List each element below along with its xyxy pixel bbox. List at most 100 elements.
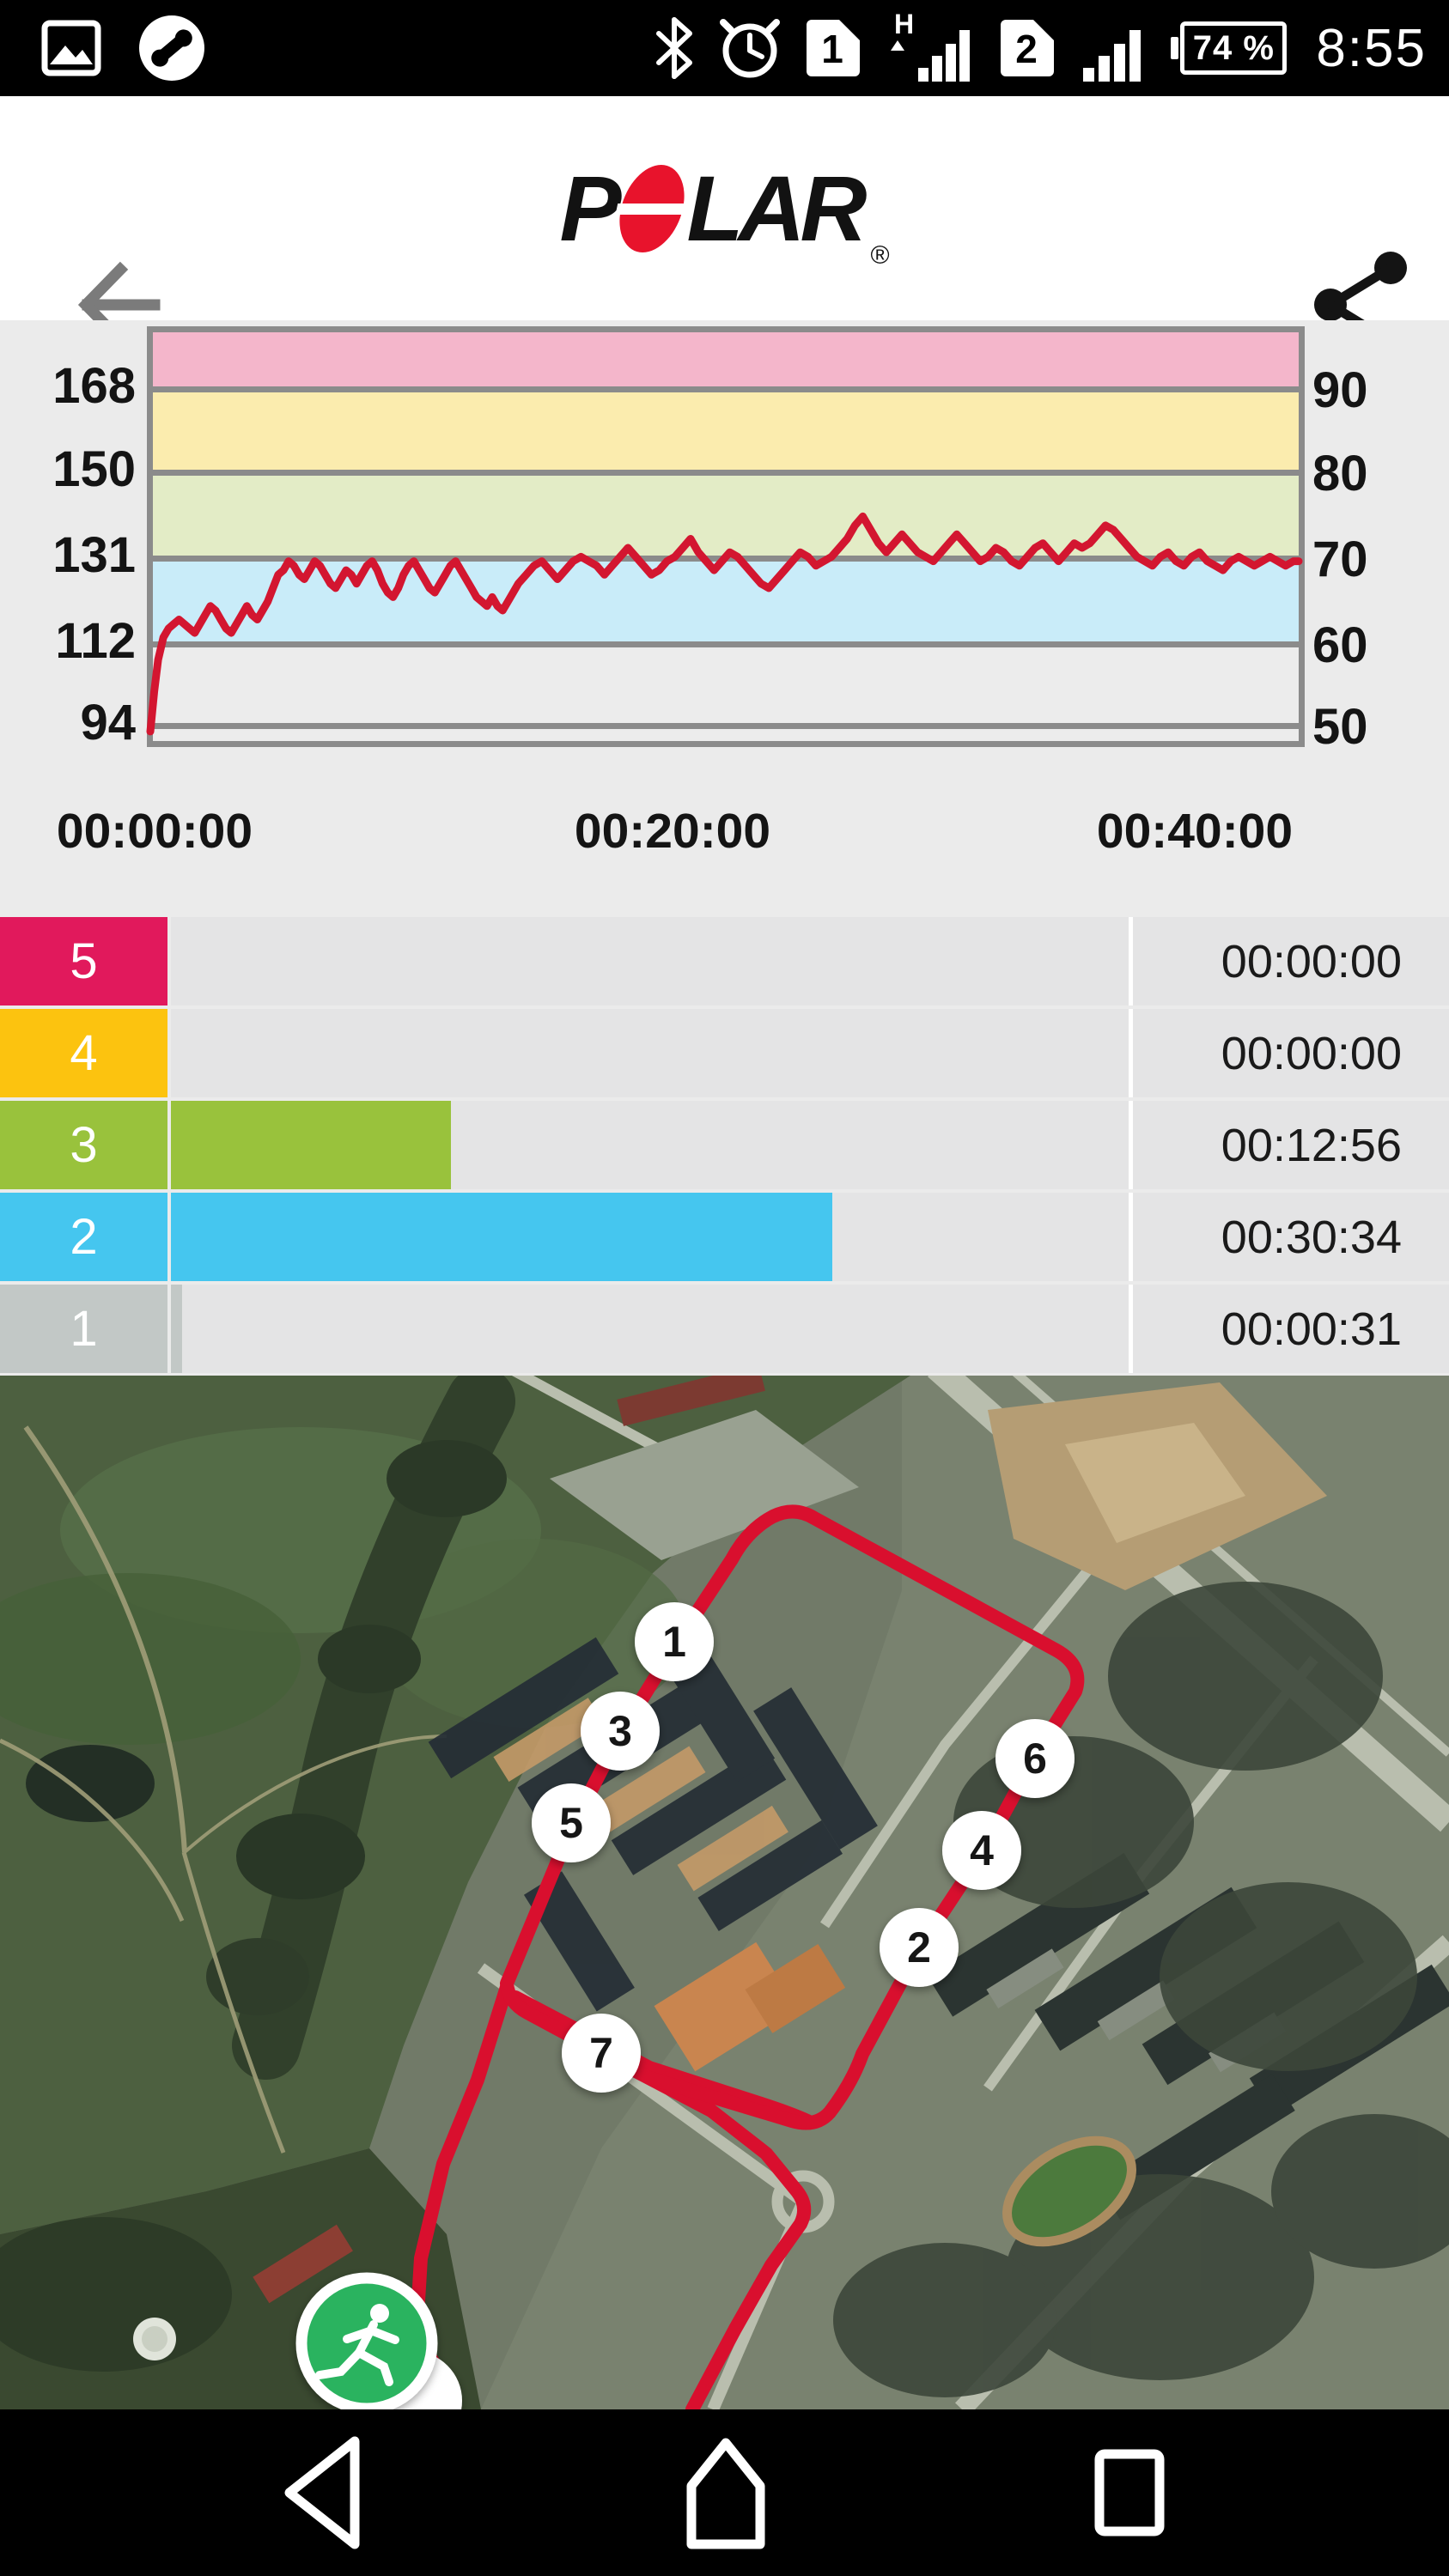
zone-boundary-line — [147, 326, 1305, 332]
hr-chart: 168 150 131 112 94 90 80 70 60 50 00:00:00 00:20:… — [0, 320, 1449, 917]
runner-icon — [315, 2304, 399, 2386]
alarm-icon — [720, 19, 781, 78]
zone-row-1: 1 00:00:31 — [0, 1285, 1449, 1373]
y-axis-percent-label: 90 — [1312, 362, 1368, 418]
plot-right-border — [1299, 326, 1305, 747]
heart-rate-line — [146, 512, 1303, 736]
route-marker-label: 4 — [970, 1826, 994, 1874]
zone-row-5: 5 00:00:00 — [0, 917, 1449, 1005]
status-bar-right: 1 H 2 74 % — [654, 0, 1427, 96]
zone-boundary-line — [147, 386, 1305, 392]
hr-line-plot — [146, 512, 1303, 736]
mobile-signal-icon — [1083, 30, 1142, 82]
route-marker-circle — [995, 1719, 1075, 1798]
y-axis-bpm-label: 94 — [80, 695, 136, 750]
zone-boundary-line — [147, 741, 1305, 747]
status-clock: 8:55 — [1316, 18, 1427, 78]
x-axis-time-label: 00:00:00 — [56, 804, 253, 859]
zone-duration-bar — [171, 1193, 832, 1281]
bluetooth-icon — [656, 17, 693, 79]
below-zone1-strip — [153, 729, 1299, 741]
hr-zones-table: 5 00:00:00 4 00:00:00 3 00:12:56 2 00:30:34 1 00:… — [0, 917, 1449, 1376]
sim2-badge: 2 — [1001, 20, 1055, 76]
hr-zone-band-4 — [153, 392, 1299, 470]
zone-boundary-line — [147, 723, 1305, 729]
zone-row-3: 3 00:12:56 — [0, 1101, 1449, 1189]
zone-number-badge: 5 — [0, 917, 167, 1005]
status-bar-left — [41, 0, 206, 96]
plot-left-border — [147, 326, 153, 747]
zone-time-value: 00:12:56 — [1129, 1101, 1449, 1189]
svg-text:2: 2 — [1016, 27, 1038, 71]
y-axis-bpm-label: 150 — [52, 441, 136, 497]
zone-row-2: 2 00:30:34 — [0, 1193, 1449, 1281]
route-marker-label: 6 — [1023, 1735, 1047, 1783]
registered-mark: ® — [870, 241, 890, 270]
battery-percent: 74 % — [1192, 28, 1275, 67]
zone-number-badge: 2 — [0, 1193, 167, 1281]
battery-nub — [1171, 37, 1179, 59]
y-axis-percent-label: 80 — [1312, 446, 1368, 501]
zone-time-value: 00:30:34 — [1129, 1193, 1449, 1281]
map-satellite-art — [0, 1376, 1449, 2409]
route-marker-label: 5 — [559, 1799, 583, 1847]
y-axis-percent-label: 60 — [1312, 617, 1368, 673]
home-icon — [686, 2438, 765, 2549]
route-marker-circle — [880, 1908, 959, 1987]
back-icon — [284, 2436, 360, 2549]
route-marker-label: 7 — [589, 2029, 613, 2077]
app-bar: P LAR ® — [0, 96, 1449, 358]
hr-zone-band-5 — [153, 332, 1299, 386]
route-marker-label: 1 — [662, 1618, 686, 1666]
sim1-badge: 1 — [807, 20, 861, 76]
route-marker-circle — [532, 1783, 611, 1862]
x-axis-time-label: 00:20:00 — [574, 804, 771, 859]
zone-time-value: 00:00:31 — [1129, 1285, 1449, 1373]
zone-duration-track — [171, 1285, 1129, 1373]
svg-text:1: 1 — [822, 27, 844, 71]
hr-zone-band-1 — [153, 647, 1299, 723]
battery-icon: 74 % — [1171, 21, 1288, 75]
x-axis-time-label: 00:40:00 — [1096, 804, 1294, 859]
y-axis-percent-label: 70 — [1312, 532, 1368, 587]
logo-letter: P — [559, 155, 621, 260]
route-km-markers: 135 64 2 7 — [532, 1602, 1075, 2093]
zone-time-value: 00:00:00 — [1129, 1009, 1449, 1097]
zone-duration-track — [171, 1101, 1129, 1189]
logo-red-o — [612, 164, 693, 252]
polar-logo: P LAR ® — [0, 96, 1449, 320]
nav-recents-button[interactable] — [1065, 2409, 1194, 2576]
zone-duration-bar — [171, 1101, 451, 1189]
status-bar: 1 H 2 74 % — [0, 0, 1449, 96]
route-marker-circle — [581, 1692, 660, 1771]
zone-number-badge: 3 — [0, 1101, 167, 1189]
zone-duration-track — [171, 917, 1129, 1005]
gallery-icon — [41, 20, 101, 76]
start-marker — [295, 2272, 438, 2409]
zone-boundary-line — [147, 641, 1305, 647]
route-south-segment — [594, 2046, 812, 2409]
zone-boundary-line — [147, 470, 1305, 476]
route-marker-circle — [635, 1602, 714, 1681]
hr-zone-band-3 — [153, 476, 1299, 556]
route-marker-label: 2 — [907, 1923, 931, 1971]
recents-icon — [1094, 2449, 1165, 2537]
y-axis-bpm-label: 112 — [55, 613, 136, 669]
nav-home-button[interactable] — [661, 2409, 790, 2576]
route-marker-circle — [562, 2014, 641, 2093]
y-axis-bpm-label: 168 — [52, 358, 136, 414]
zone-number-badge: 1 — [0, 1285, 167, 1373]
zone-duration-track — [171, 1193, 1129, 1281]
route-marker-label: 3 — [608, 1707, 632, 1755]
nav-back-button[interactable] — [258, 2409, 387, 2576]
logo-letters: LAR — [686, 155, 867, 260]
zone-duration-track — [171, 1009, 1129, 1097]
zone-row-4: 4 00:00:00 — [0, 1009, 1449, 1097]
y-axis-bpm-label: 131 — [52, 527, 136, 583]
zone-time-value: 00:00:00 — [1129, 917, 1449, 1005]
svg-text:H: H — [894, 11, 914, 39]
mobile-signal-h-icon: H — [891, 11, 971, 82]
call-icon — [139, 15, 204, 81]
